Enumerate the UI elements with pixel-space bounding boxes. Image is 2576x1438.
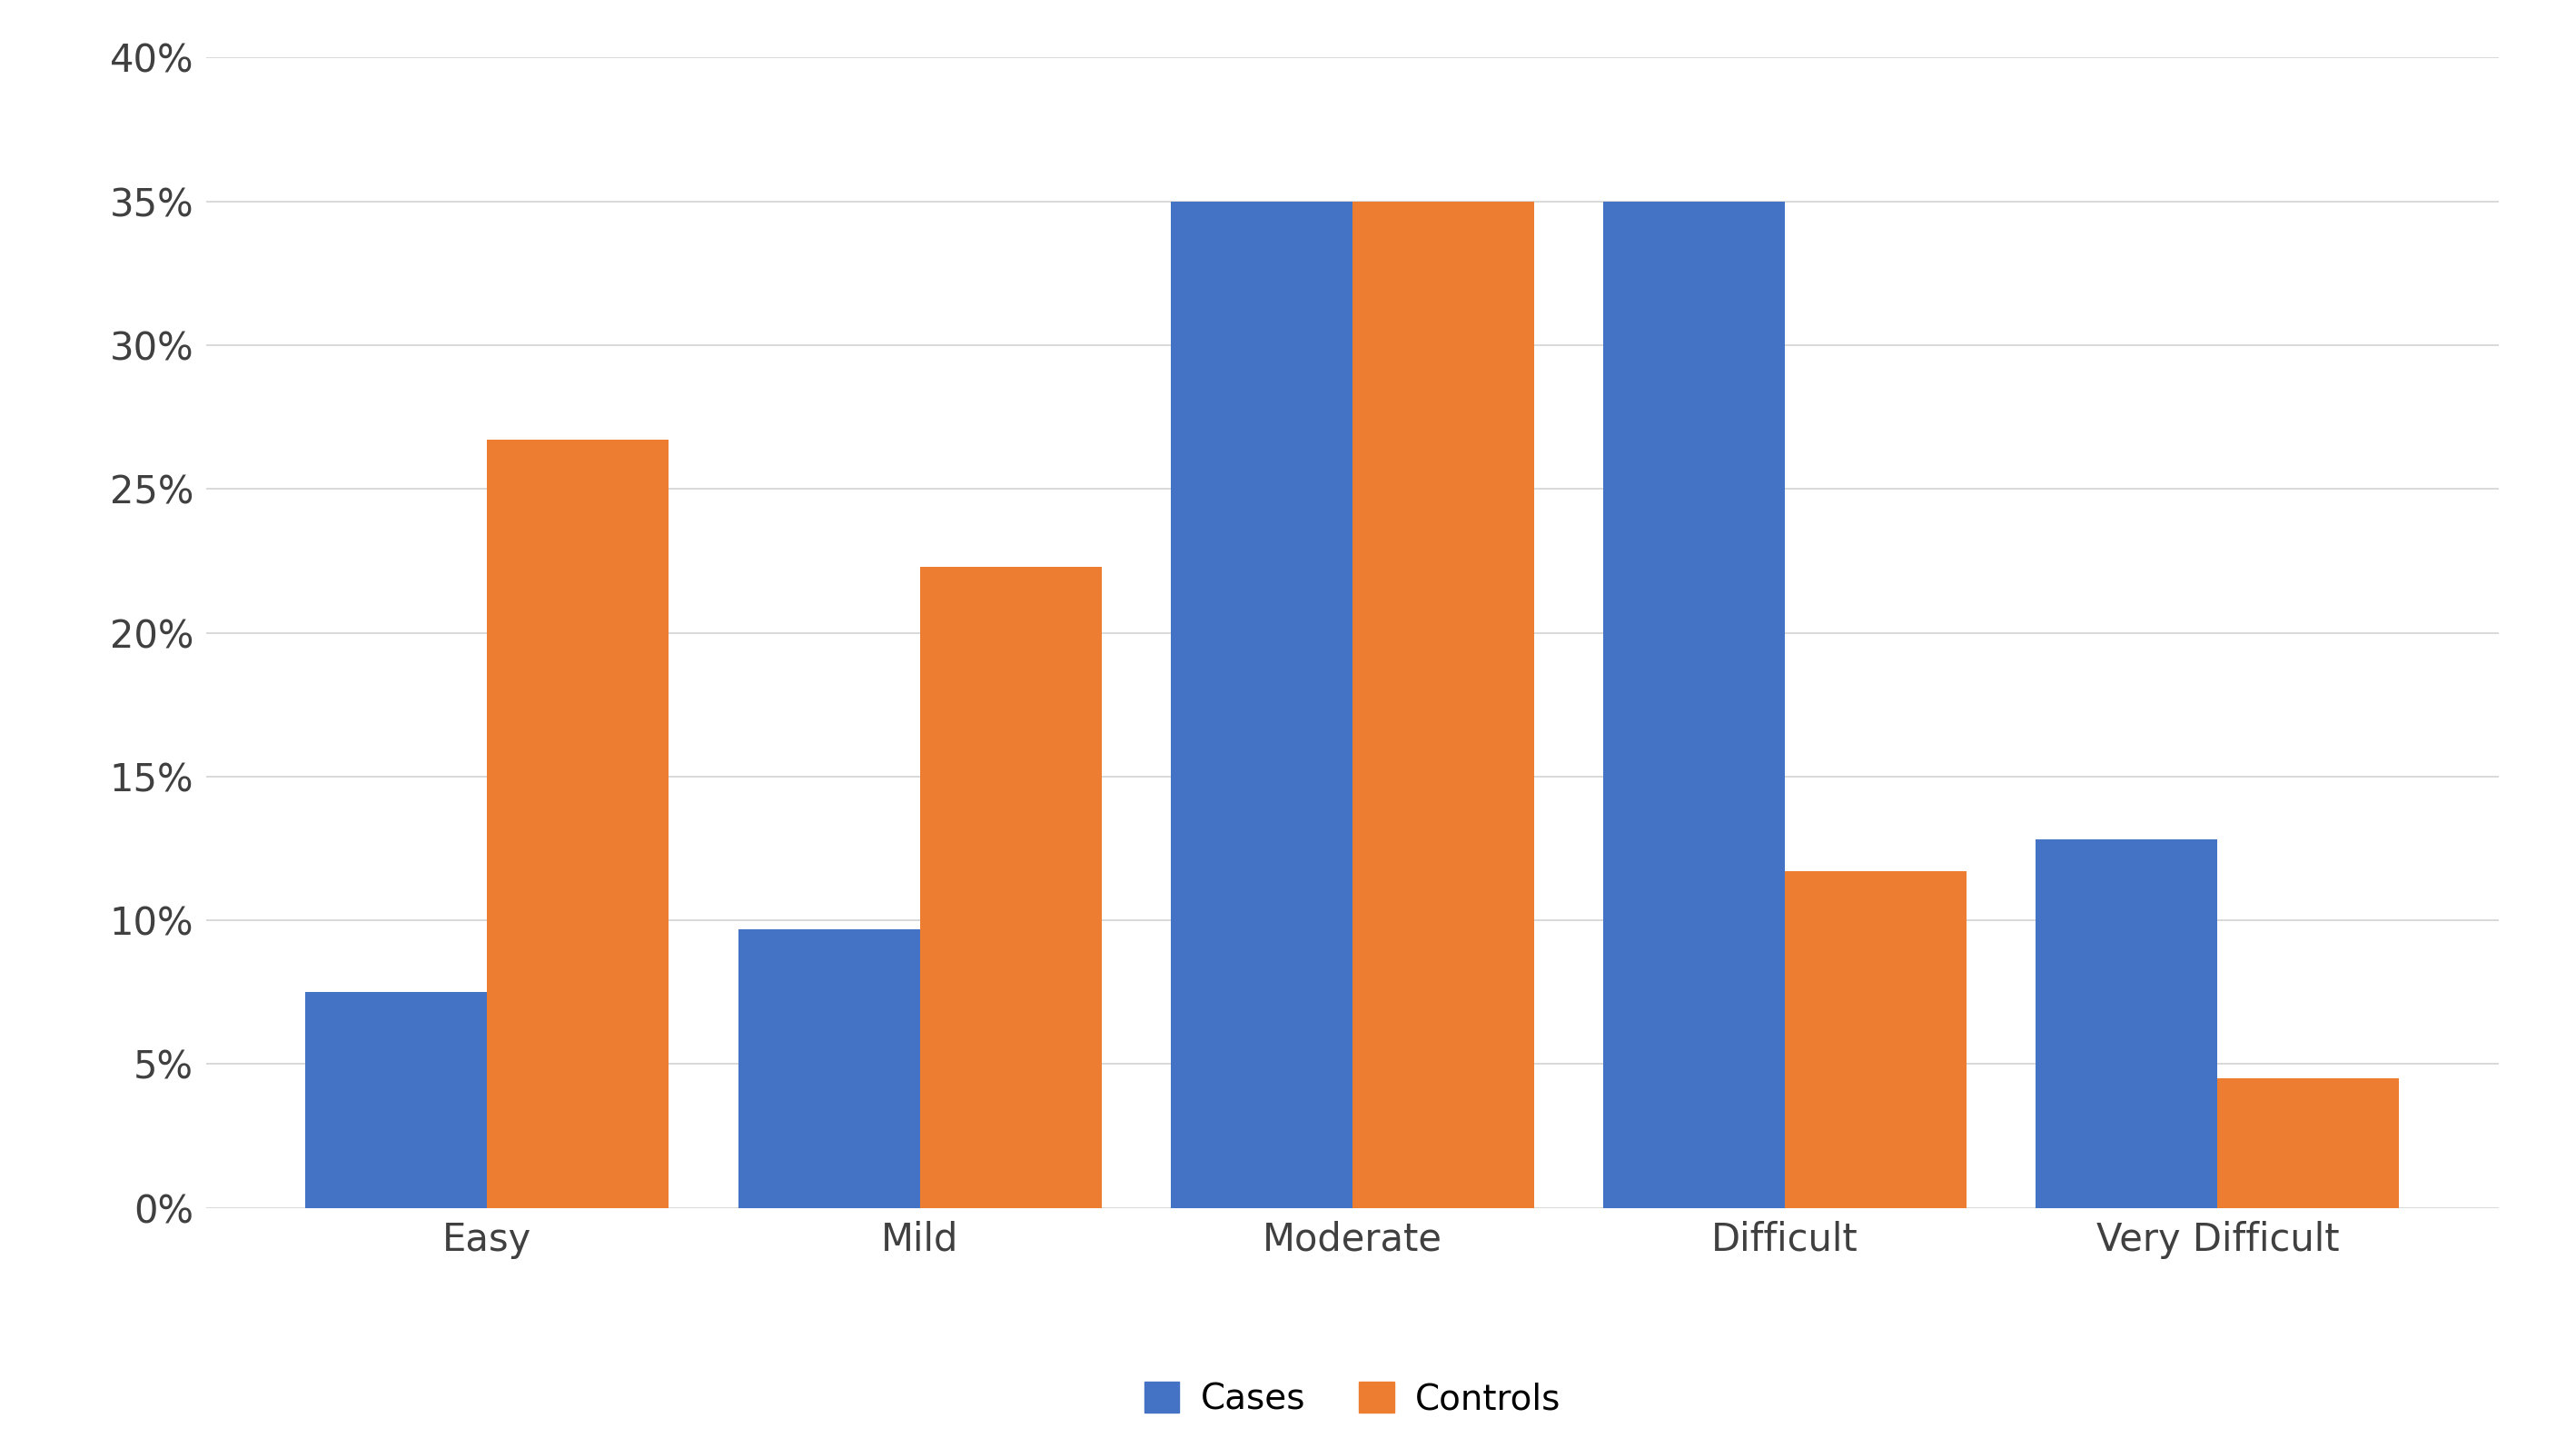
Bar	[739, 929, 920, 1208]
Bar	[1170, 201, 1352, 1208]
Legend: Cases, Controls: Cases, Controls	[1126, 1363, 1579, 1434]
Bar	[2035, 840, 2218, 1208]
Bar	[2218, 1078, 2398, 1208]
Bar	[1785, 871, 1965, 1208]
Bar	[1352, 201, 1535, 1208]
Bar	[487, 440, 670, 1208]
Bar	[307, 992, 487, 1208]
Bar	[1602, 201, 1785, 1208]
Bar	[920, 567, 1103, 1208]
